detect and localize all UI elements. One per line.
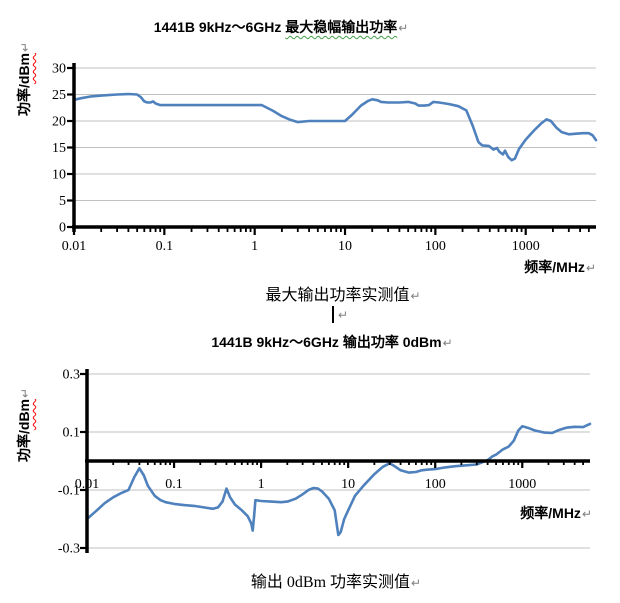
chart1-title: 1441B 9kHz～6GHz 最大稳幅输出功率↵ <box>154 17 409 37</box>
chart1-x-axis-title: 频率/MHz↵ <box>396 257 596 277</box>
y-tick-label: 5 <box>59 194 66 209</box>
y-tick-label: 0.1 <box>63 426 81 441</box>
series-line <box>72 92 598 162</box>
text-cursor <box>332 306 334 323</box>
x-tick-label: 1 <box>258 477 265 492</box>
y-tick-label: 0 <box>59 221 66 236</box>
x-tick-label: 0.1 <box>165 477 183 492</box>
zero-dbm-power-chart: -0.3 -0.1 0.1 0.3 0.01 0.1 1 10 100 1000 <box>58 368 592 557</box>
chart1-title-emphasis: 最大稳幅输出功率 <box>285 19 398 35</box>
paragraph-mark: ↵ <box>338 308 349 322</box>
x-tick-label: 0.01 <box>62 239 87 254</box>
y-tick-label: 0.3 <box>63 368 81 383</box>
x-tick-label: 10 <box>338 239 352 254</box>
x-tick-label: 0.01 <box>75 477 100 492</box>
x-tick-label: 1 <box>251 239 258 254</box>
x-tick-label: 100 <box>425 239 446 254</box>
paragraph-mark: ↵ <box>398 21 409 35</box>
x-tick-label: 10 <box>341 477 355 492</box>
chart1-caption-text: 最大输出功率实测值 <box>265 287 410 304</box>
paragraph-mark: ↵ <box>581 507 592 521</box>
x-tick-label: 1000 <box>512 239 540 254</box>
x-tick-label: 1000 <box>508 477 536 492</box>
paragraph-mark: ↵ <box>411 576 422 590</box>
y-tick-label: -0.3 <box>58 542 80 557</box>
paragraph-mark: ↵ <box>442 336 453 350</box>
max-power-chart: 0 5 10 15 20 25 30 0.01 0.1 1 10 100 1000 <box>52 62 598 254</box>
chart2-title: 1441B 9kHz～6GHz 输出功率 0dBm↵ <box>211 332 452 352</box>
paragraph-mark: ↵ <box>585 261 596 275</box>
y-tick-label: 15 <box>52 141 66 156</box>
x-tick-label: 100 <box>425 477 446 492</box>
y-tick-label: 20 <box>52 115 66 130</box>
y-tick-label: -0.1 <box>58 484 80 499</box>
chart1-title-prefix: 1441B 9kHz～6GHz <box>153 19 286 35</box>
paragraph-mark: ↵ <box>410 289 421 303</box>
y-tick-label: 30 <box>52 62 66 77</box>
series-line <box>85 422 592 537</box>
y-tick-label: 10 <box>52 168 66 183</box>
chart2-x-axis-title: 频率/MHz↵ <box>392 503 592 523</box>
chart2-title-text: 1441B 9kHz～6GHz 输出功率 0dBm <box>211 334 442 350</box>
chart1-xlabel-text: 频率/MHz <box>524 259 585 275</box>
chart2-caption-text: 输出 0dBm 功率实测值 <box>250 574 411 591</box>
x-tick-label: 0.1 <box>156 239 174 254</box>
y-tick-label: 25 <box>52 88 66 103</box>
chart1-caption: 最大输出功率实测值↵ <box>265 281 420 305</box>
chart2-xlabel-text: 频率/MHz <box>520 505 581 521</box>
chart2-caption: 输出 0dBm 功率实测值↵ <box>251 568 421 592</box>
